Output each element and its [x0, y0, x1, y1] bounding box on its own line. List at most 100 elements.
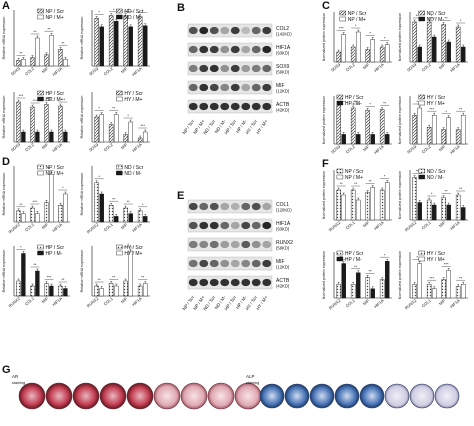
blot-band: [251, 240, 261, 249]
blot-protein-label: MIF: [276, 259, 285, 265]
chart-c-hp: Normalized protein expression **SOX9***CO…: [322, 94, 392, 155]
gene-tick-label: MIF: [41, 222, 50, 231]
blot-band: [188, 221, 198, 230]
bar: [99, 288, 104, 297]
y-axis-label: Relative mRNA expression: [2, 173, 6, 216]
bar: [63, 193, 68, 223]
bar: [142, 25, 148, 67]
bar: [341, 194, 346, 221]
blot-weight-label: (42KD): [276, 284, 290, 289]
blot-band: [209, 240, 219, 249]
blot-band: [188, 64, 198, 73]
stain-label-ar-sub: staining: [12, 381, 25, 385]
blot-band: [230, 26, 240, 35]
bar: [128, 26, 133, 67]
significance-mark: *: [431, 191, 433, 196]
gene-tick-label: COL1: [24, 295, 36, 306]
gene-tick-label: SOX9: [10, 141, 22, 152]
bar: [370, 134, 375, 145]
bar: [417, 263, 422, 299]
bar: [350, 284, 356, 299]
legend-label: HY / Scr: [427, 251, 446, 257]
blot-band: [188, 259, 198, 268]
chart-a-hy: Relative mRNA expression * SOX9 ** COL2 * MIF *…: [80, 90, 150, 153]
significance-mark: **: [61, 277, 65, 282]
bar: [350, 189, 356, 221]
legend-label: HP / M-: [46, 97, 63, 103]
bar: [123, 280, 128, 297]
blot-band: [209, 202, 219, 211]
culture-well: [234, 382, 262, 410]
blot-strip: [187, 275, 273, 290]
bar: [63, 288, 68, 297]
chart-a-hp: Relative mRNA expression *** SOX9 *** COL2 **…: [2, 90, 70, 153]
blot-band: [209, 45, 219, 54]
gene-tick-label: MIF: [438, 220, 447, 229]
blot-band: [220, 240, 230, 249]
blot-band: [199, 221, 209, 230]
blot-band: [209, 83, 219, 92]
legend-label: HP / M-: [345, 101, 362, 107]
western-blots-layer: COL2(142KD)HIF1A(93KD)SOX9(56KD)MIF(12KD…: [181, 23, 293, 312]
blot-band: [251, 102, 261, 111]
significance-mark: **: [416, 169, 420, 174]
significance-mark: *: [48, 166, 50, 171]
gene-tick-label: COL1: [421, 219, 433, 230]
gene-tick-label: HIF1A: [51, 142, 63, 153]
blot-band: [262, 259, 272, 268]
panel-label-f: F: [322, 158, 329, 170]
blot-band: [188, 202, 198, 211]
legend-label: NP / Scr: [46, 9, 65, 15]
blot-band: [262, 64, 272, 73]
blot-band: [220, 221, 230, 230]
bar: [431, 36, 437, 63]
bar: [128, 121, 133, 143]
gene-tick-label: COL2: [421, 61, 433, 72]
significance-mark: **: [33, 262, 37, 267]
significance-mark: **: [445, 189, 449, 194]
bar: [128, 213, 133, 223]
chart-f-hp: Normalized protein expression ** RUNX2 ** CO…: [322, 251, 392, 310]
gene-tick-label: HIF1A: [373, 220, 385, 231]
legend-label: HP / M-: [46, 251, 63, 257]
blot-band: [241, 102, 251, 111]
blot-band: [209, 221, 219, 230]
blot-protein-label: HIF1A: [276, 45, 291, 51]
significance-mark: *: [142, 202, 144, 207]
bar: [431, 114, 437, 145]
bar: [455, 129, 461, 145]
bar: [35, 37, 40, 67]
gene-tick-label: COL2: [24, 141, 36, 152]
gene-tick-label: COL2: [103, 65, 115, 76]
blot-band: [241, 259, 251, 268]
significance-mark: **: [369, 179, 373, 184]
gene-tick-label: HIF1A: [131, 142, 143, 153]
blot-protein-label: MIF: [276, 83, 285, 89]
blot-band: [220, 83, 230, 92]
y-axis-label: Normalized protein expression: [398, 171, 402, 220]
bar: [99, 114, 104, 143]
legend-label: HP / M-: [345, 257, 362, 263]
blot-band: [262, 240, 272, 249]
significance-mark: ***: [353, 99, 358, 104]
gene-tick-label: COL1: [24, 221, 36, 232]
gene-tick-label: HIF1A: [449, 298, 461, 309]
gene-tick-label: SOX9: [330, 61, 342, 72]
significance-mark: ***: [140, 123, 145, 128]
bar: [460, 46, 466, 63]
bar: [30, 207, 35, 223]
bar: [58, 105, 63, 143]
bar: [49, 35, 54, 67]
significance-mark: ***: [47, 275, 52, 280]
significance-mark: **: [61, 40, 65, 45]
blot-band: [262, 83, 272, 92]
gene-tick-label: COL1: [103, 295, 115, 306]
blot-band: [241, 45, 251, 54]
y-axis-label: Relative mRNA expression: [2, 96, 6, 139]
blot-band: [241, 64, 251, 73]
chart-f-hy: Normalized protein expression * RUNX2 *** CO…: [398, 251, 468, 310]
bar: [44, 104, 49, 143]
significance-mark: **: [112, 196, 116, 201]
culture-well: [126, 382, 154, 410]
significance-mark: **: [98, 277, 102, 282]
